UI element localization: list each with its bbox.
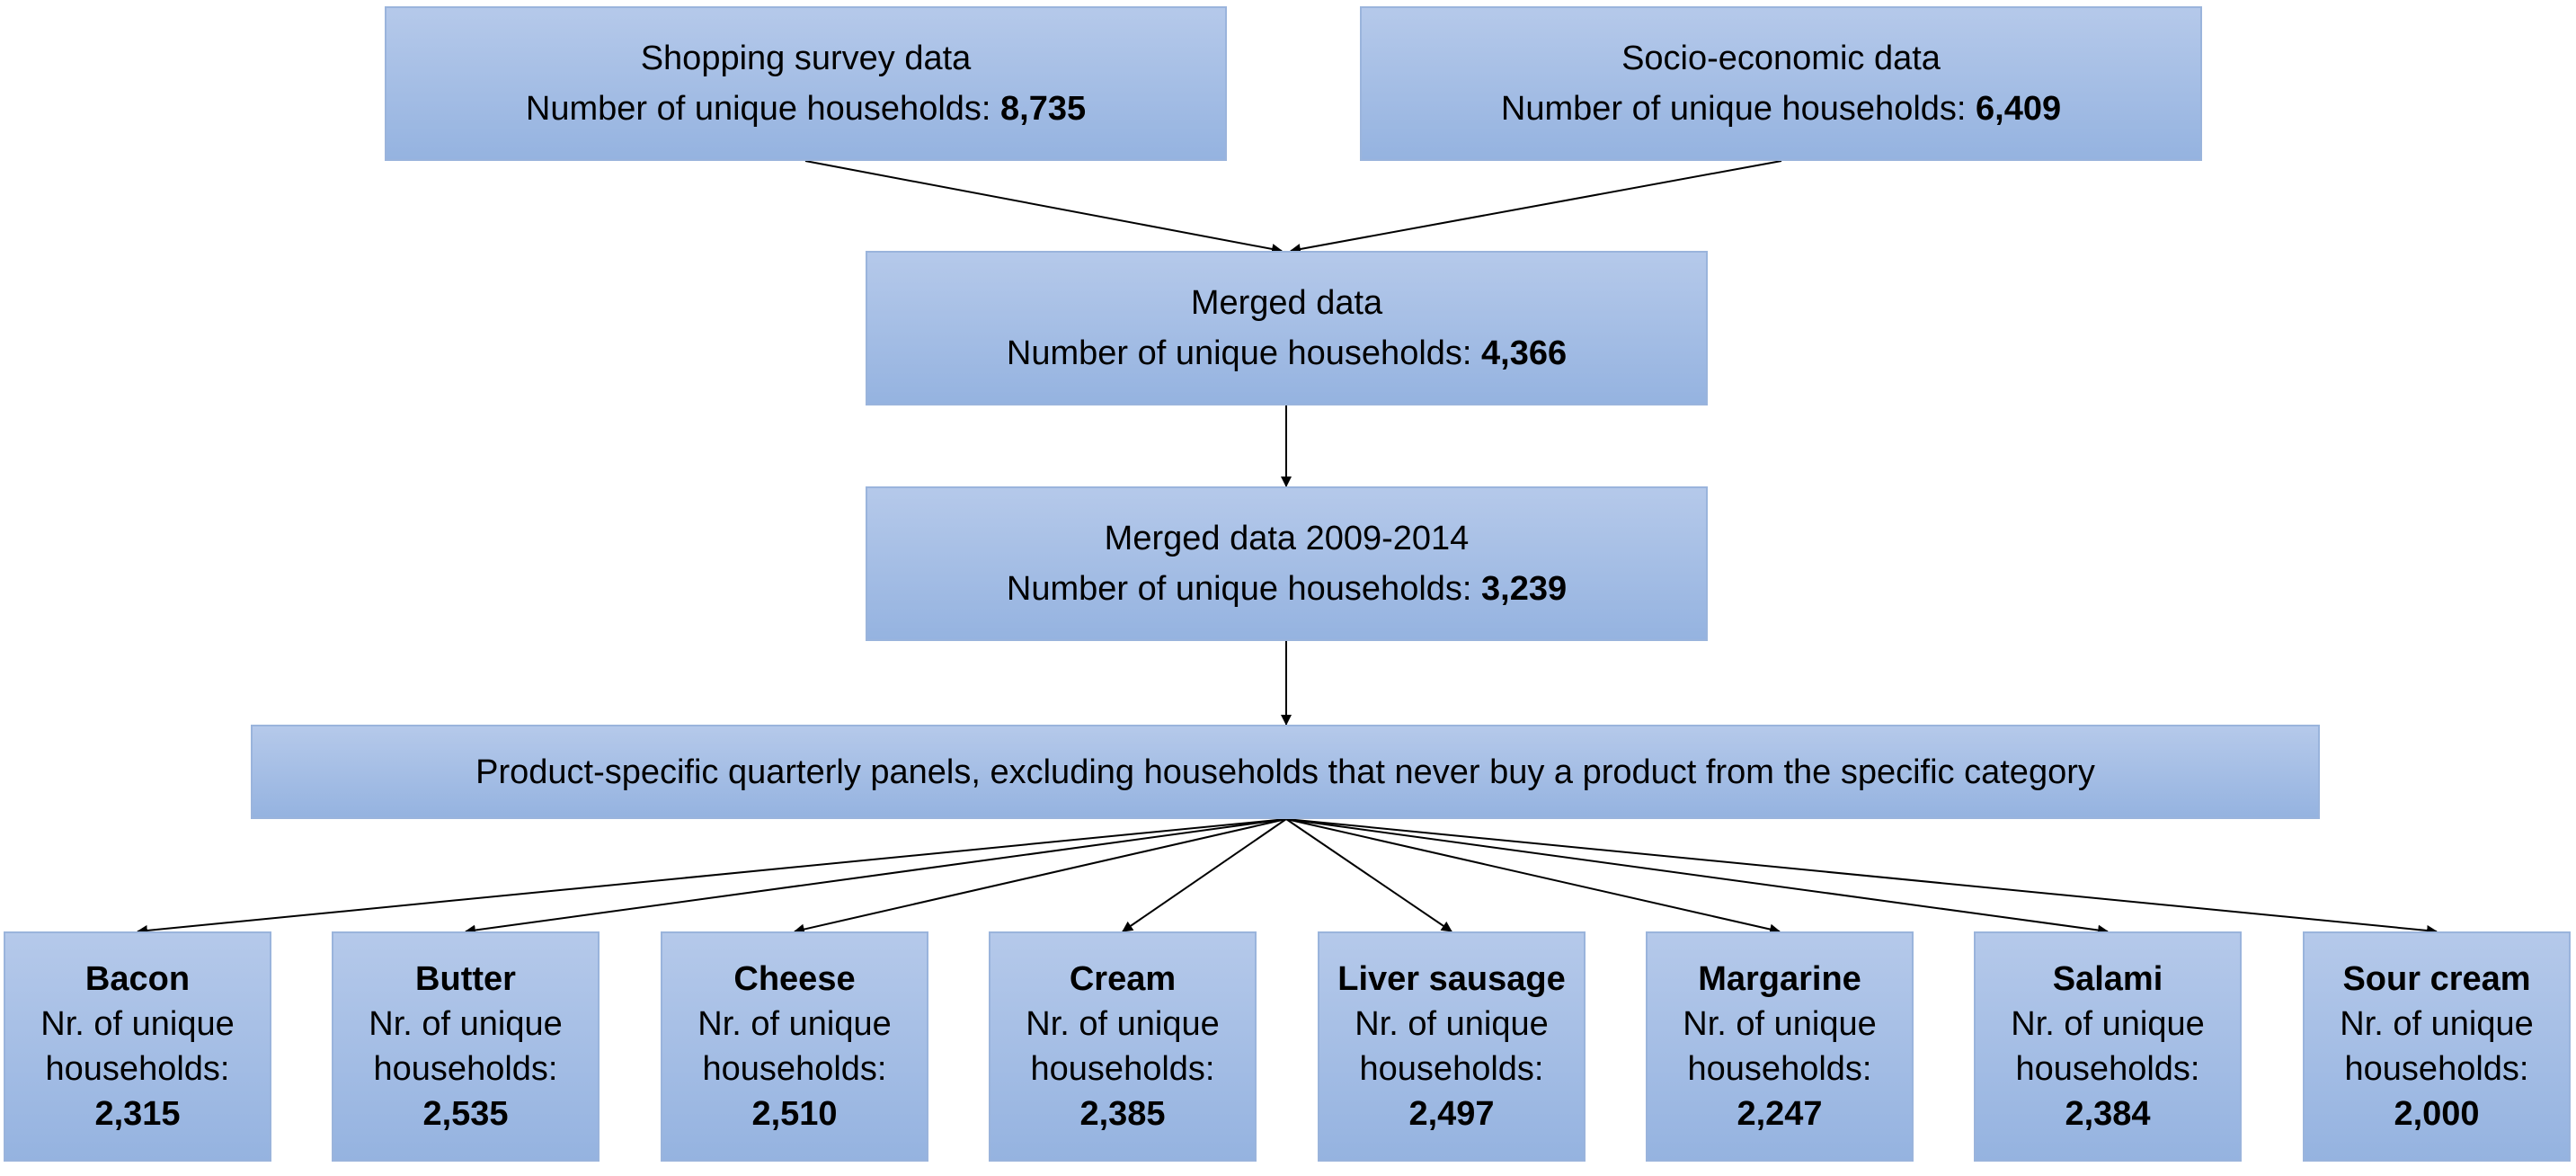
count-label: Number of unique households: bbox=[1006, 334, 1482, 372]
arrow-panel-to-product-3 bbox=[794, 818, 1287, 935]
merged-data-box: Merged data Number of unique households:… bbox=[866, 251, 1708, 405]
count-value: 4,366 bbox=[1481, 334, 1568, 372]
product-count: 2,510 bbox=[751, 1095, 838, 1133]
product-count: 2,247 bbox=[1737, 1095, 1823, 1133]
product-label-2: households: bbox=[1359, 1050, 1544, 1088]
product-label-2: households: bbox=[2015, 1050, 2200, 1088]
product-panels-box: Product-specific quarterly panels, exclu… bbox=[251, 725, 2320, 819]
product-label-2: households: bbox=[373, 1050, 558, 1088]
arrow-panel-to-product-5 bbox=[1285, 818, 1452, 932]
product-name: Cheese bbox=[733, 960, 856, 998]
socio-economic-count-line: Number of unique households: 6,409 bbox=[1501, 84, 2061, 134]
product-label-2: households: bbox=[1030, 1050, 1215, 1088]
product-box-cream: Cream Nr. of unique households: 2,385 bbox=[989, 931, 1257, 1162]
product-count: 2,385 bbox=[1079, 1095, 1166, 1133]
product-label-1: Nr. of unique bbox=[1026, 1005, 1220, 1043]
product-label-2: households: bbox=[45, 1050, 230, 1088]
product-name: Cream bbox=[1069, 960, 1177, 998]
product-count: 2,000 bbox=[2394, 1095, 2480, 1133]
product-label-1: Nr. of unique bbox=[1355, 1005, 1549, 1043]
product-count: 2,535 bbox=[422, 1095, 509, 1133]
arrow-panel-to-product-8 bbox=[1285, 818, 2438, 936]
count-value: 3,239 bbox=[1481, 570, 1568, 608]
arrow-panel-to-product-7 bbox=[1285, 818, 2109, 936]
product-count: 2,384 bbox=[2065, 1095, 2151, 1133]
product-count: 2,497 bbox=[1408, 1095, 1495, 1133]
product-box-liver-sausage: Liver sausage Nr. of unique households: … bbox=[1318, 931, 1586, 1162]
merged-data-period-title: Merged data 2009-2014 bbox=[1104, 520, 1470, 557]
count-value: 6,409 bbox=[1976, 90, 2062, 128]
product-label-1: Nr. of unique bbox=[2340, 1005, 2534, 1043]
product-box-sour-cream: Sour cream Nr. of unique households: 2,0… bbox=[2303, 931, 2571, 1162]
product-label-2: households: bbox=[702, 1050, 887, 1088]
product-box-salami: Salami Nr. of unique households: 2,384 bbox=[1974, 931, 2242, 1162]
shopping-survey-title: Shopping survey data bbox=[640, 40, 972, 77]
merged-data-period-count-line: Number of unique households: 3,239 bbox=[1007, 564, 1567, 614]
product-label-2: households: bbox=[2344, 1050, 2529, 1088]
product-box-butter: Butter Nr. of unique households: 2,535 bbox=[332, 931, 600, 1162]
socio-economic-title: Socio-economic data bbox=[1621, 40, 1941, 77]
product-name: Liver sausage bbox=[1337, 960, 1566, 998]
shopping-survey-box: Shopping survey data Number of unique ho… bbox=[385, 6, 1227, 161]
count-label: Number of unique households: bbox=[1500, 90, 1976, 128]
count-label: Number of unique households: bbox=[525, 90, 1001, 128]
product-name: Margarine bbox=[1698, 960, 1861, 998]
product-box-cheese: Cheese Nr. of unique households: 2,510 bbox=[661, 931, 928, 1162]
count-value: 8,735 bbox=[1000, 90, 1087, 128]
socio-economic-box: Socio-economic data Number of unique hou… bbox=[1360, 6, 2202, 161]
arrow-socio-to-merged bbox=[1290, 160, 1782, 254]
arrow-panel-to-product-4 bbox=[1122, 818, 1287, 932]
product-name: Bacon bbox=[84, 960, 191, 998]
arrow-panel-to-product-6 bbox=[1285, 818, 1781, 935]
product-box-margarine: Margarine Nr. of unique households: 2,24… bbox=[1646, 931, 1914, 1162]
shopping-survey-count-line: Number of unique households: 8,735 bbox=[526, 84, 1086, 134]
product-panels-text: Product-specific quarterly panels, exclu… bbox=[475, 753, 2095, 791]
product-label-1: Nr. of unique bbox=[697, 1005, 892, 1043]
merged-data-period-box: Merged data 2009-2014 Number of unique h… bbox=[866, 486, 1708, 641]
product-count: 2,315 bbox=[94, 1095, 181, 1133]
product-name: Sour cream bbox=[2342, 960, 2531, 998]
product-label-1: Nr. of unique bbox=[2011, 1005, 2205, 1043]
arrow-panel-to-product-2 bbox=[465, 818, 1287, 936]
product-label-1: Nr. of unique bbox=[1683, 1005, 1877, 1043]
product-label-1: Nr. of unique bbox=[40, 1005, 235, 1043]
product-label-2: households: bbox=[1687, 1050, 1872, 1088]
arrow-shopping-to-merged bbox=[804, 160, 1283, 254]
product-box-bacon: Bacon Nr. of unique households: 2,315 bbox=[4, 931, 271, 1162]
product-name: Butter bbox=[415, 960, 516, 998]
merged-data-title: Merged data bbox=[1190, 284, 1383, 322]
product-name: Salami bbox=[2052, 960, 2163, 998]
merged-data-count-line: Number of unique households: 4,366 bbox=[1007, 328, 1567, 379]
product-label-1: Nr. of unique bbox=[369, 1005, 563, 1043]
arrow-panel-to-product-1 bbox=[137, 818, 1287, 936]
count-label: Number of unique households: bbox=[1006, 570, 1482, 608]
